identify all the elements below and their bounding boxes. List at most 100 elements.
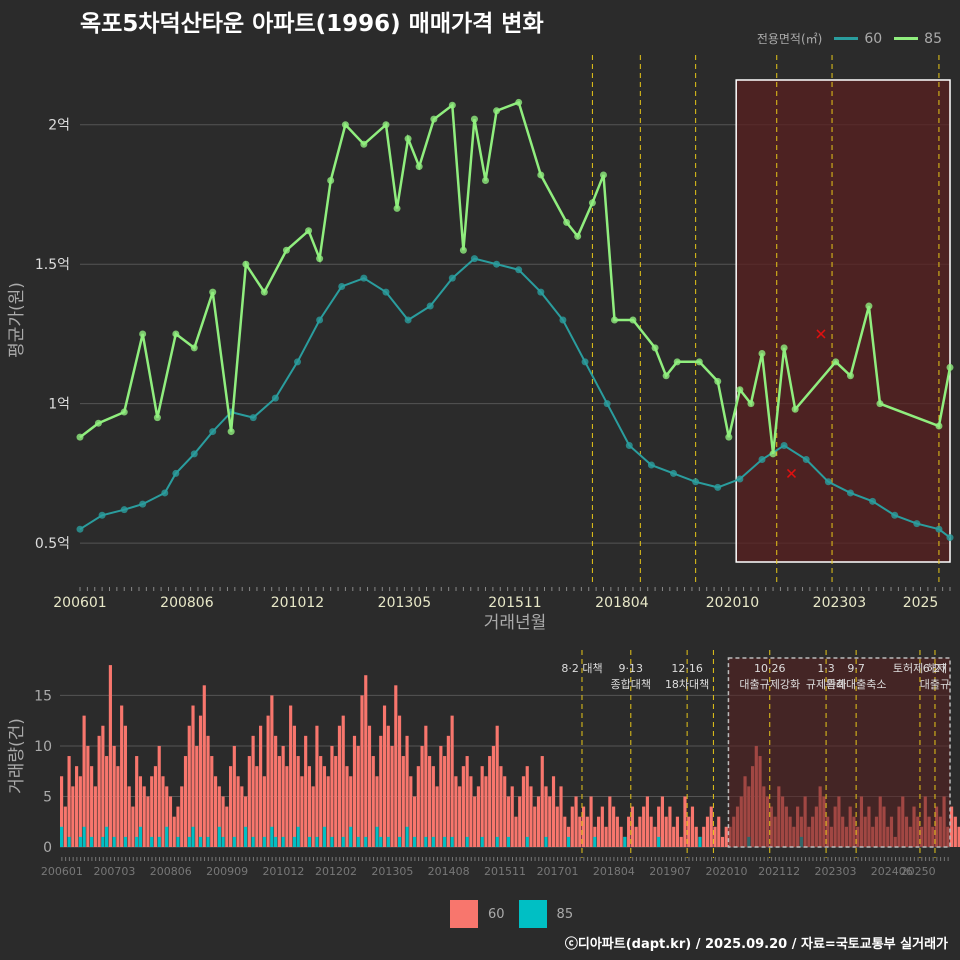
- bar-60: [664, 816, 668, 847]
- point-60-13: [338, 283, 346, 291]
- x-tick-top-5: 201804: [595, 595, 649, 611]
- bar-85: [525, 836, 529, 847]
- x-tick-bottom-11: 201907: [649, 865, 691, 878]
- bar-60: [600, 806, 604, 847]
- x-tick-top-6: 202010: [706, 595, 759, 611]
- bar-85: [330, 836, 334, 847]
- bar-60: [345, 766, 349, 847]
- point-85-4: [153, 414, 161, 422]
- bar-60: [694, 826, 698, 847]
- bar-60: [510, 786, 514, 847]
- bar-85: [135, 836, 139, 847]
- bar-60: [105, 756, 109, 847]
- point-85-20: [415, 163, 423, 171]
- bar-60: [236, 776, 240, 847]
- x-tick-bottom-7: 201408: [428, 865, 470, 878]
- bar-85: [206, 836, 210, 847]
- bar-60: [431, 766, 435, 847]
- bar-60: [266, 715, 270, 847]
- bar-60: [495, 725, 499, 847]
- bar-60: [131, 806, 135, 847]
- y-tick-top-1: 1억: [48, 397, 70, 413]
- outlier-marker-1: [786, 468, 797, 478]
- bar-60: [78, 776, 82, 847]
- bar-85: [232, 836, 236, 847]
- point-85-40: [725, 433, 733, 441]
- bar-85: [349, 826, 353, 847]
- bar-60: [394, 685, 398, 847]
- bar-60: [112, 745, 116, 847]
- policy-label-0-0: 8·2 대책: [561, 662, 602, 675]
- point-60-40: [935, 525, 943, 533]
- bar-85: [90, 836, 94, 847]
- point-85-46: [791, 405, 799, 413]
- bar-60: [180, 786, 184, 847]
- bar-85: [450, 836, 454, 847]
- x-tick-top-3: 201305: [378, 595, 431, 611]
- bar-85: [78, 836, 82, 847]
- bar-60: [581, 806, 586, 847]
- x-tick-bottom-14: 202303: [814, 865, 856, 878]
- bar-85: [698, 836, 702, 847]
- bar-60: [349, 776, 353, 847]
- point-60-41: [946, 534, 954, 542]
- bar-85: [480, 836, 484, 847]
- bar-60: [311, 786, 315, 847]
- policy-label-8-1: 대출규: [920, 678, 950, 691]
- legend-bottom: 60 85: [450, 900, 587, 928]
- point-85-0: [76, 433, 84, 441]
- bar-60: [608, 796, 612, 847]
- bar-60: [705, 816, 710, 847]
- bar-85: [322, 826, 327, 847]
- chart-title: 옥포5차덕산타운 아파트(1996) 매매가격 변화: [80, 11, 544, 37]
- bar-60: [619, 826, 623, 847]
- bar-60: [690, 806, 695, 847]
- point-60-29: [692, 478, 700, 486]
- point-85-18: [393, 204, 401, 212]
- point-60-28: [670, 469, 678, 477]
- bar-85: [593, 836, 597, 847]
- bar-60: [454, 776, 458, 847]
- policy-label-1-0: 9·13: [619, 662, 644, 675]
- bar-60: [525, 766, 529, 847]
- bar-85: [165, 826, 169, 847]
- bar-60: [82, 715, 86, 847]
- bar-85: [356, 836, 360, 847]
- bar-85: [386, 836, 390, 847]
- point-85-47: [832, 358, 840, 366]
- bar-60: [465, 756, 469, 847]
- point-60-20: [493, 260, 501, 268]
- bar-60: [551, 776, 556, 847]
- x-tick-top-0: 200601: [53, 595, 106, 611]
- bar-60: [270, 695, 274, 847]
- bar-85: [67, 836, 71, 847]
- policy-label-1-1: 종합대책: [611, 678, 651, 691]
- bar-60: [206, 735, 210, 847]
- bar-85: [292, 836, 296, 847]
- bar-60: [488, 756, 492, 847]
- bar-60: [120, 705, 124, 847]
- bar-85: [281, 836, 285, 847]
- bar-60: [570, 806, 574, 847]
- bar-60: [71, 786, 75, 847]
- bar-85: [123, 836, 127, 847]
- bar-85: [375, 826, 379, 847]
- bar-60: [559, 786, 563, 847]
- bar-85: [657, 836, 661, 847]
- point-85-41: [736, 386, 744, 394]
- point-85-5: [172, 330, 180, 338]
- point-60-38: [891, 511, 899, 519]
- bar-85: [405, 826, 409, 847]
- point-85-29: [563, 218, 571, 226]
- point-85-33: [611, 316, 619, 324]
- point-60-21: [515, 266, 523, 274]
- bar-60: [172, 816, 176, 847]
- point-60-12: [316, 316, 324, 324]
- policy-label-6-1: 특례대출축소: [826, 678, 887, 691]
- point-60-4: [161, 489, 169, 497]
- point-85-8: [227, 428, 235, 436]
- point-60-26: [625, 442, 633, 450]
- bar-60: [300, 776, 304, 847]
- bar-60: [953, 816, 957, 847]
- bar-85: [262, 836, 266, 847]
